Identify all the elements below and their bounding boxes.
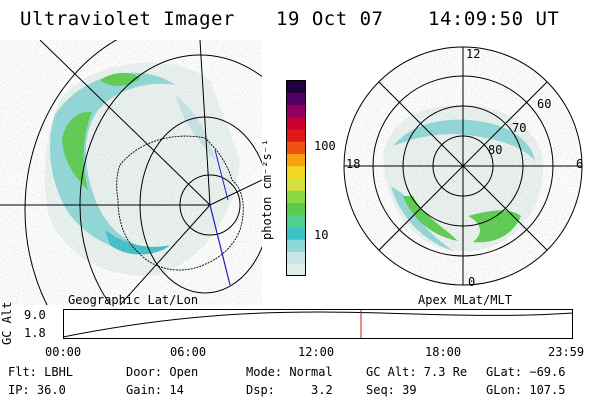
altitude-curve — [63, 311, 573, 338]
mlat-label-70: 70 — [512, 121, 527, 135]
altitude-timeline-plot — [63, 309, 573, 339]
colorbar-segment — [286, 153, 306, 167]
polar-grid — [343, 46, 583, 286]
mlt-label-18: 18 — [346, 157, 361, 171]
mlt-label-12: 12 — [466, 47, 481, 61]
observation-time: 14:09:50 UT — [428, 8, 560, 30]
status-mode: Mode: Normal — [246, 365, 333, 379]
colorbar-unit-label: photon cm⁻²s⁻¹ — [260, 138, 274, 240]
status-gain: Gain: 14 — [126, 383, 184, 397]
colorbar-segment — [286, 80, 306, 93]
graticule-lines — [0, 40, 262, 305]
geographic-panel-label: Geographic Lat/Lon — [68, 293, 199, 307]
colorbar-segment — [286, 251, 306, 265]
time-tick-1800: 18:00 — [425, 345, 462, 359]
colorbar-segment — [286, 178, 306, 191]
colorbar-segment — [286, 263, 306, 276]
polar-mlat-mlt-map — [343, 46, 583, 286]
colorbar-segment — [286, 214, 306, 228]
mlat-label-80: 80 — [488, 143, 503, 157]
coastline — [116, 135, 244, 271]
polar-panel-label: Apex MLat/MLT — [418, 293, 512, 307]
satellite-track — [209, 204, 231, 286]
time-tick-0000: 00:00 — [45, 345, 82, 359]
alt-plot-ylabel: GC Alt — [0, 301, 14, 345]
instrument-title: Ultraviolet Imager — [20, 8, 235, 30]
colorbar-tick-10: 10 — [314, 228, 329, 242]
mlat-label-60: 60 — [537, 97, 552, 111]
time-tick-1200: 12:00 — [298, 345, 335, 359]
intensity-colorbar — [286, 80, 306, 276]
observation-date: 19 Oct 07 — [276, 8, 384, 30]
colorbar-frame — [286, 80, 306, 276]
alt-ytick-1-8: 1.8 — [24, 326, 46, 340]
status-ip: IP: 36.0 — [8, 383, 66, 397]
time-tick-0600: 06:00 — [170, 345, 207, 359]
colorbar-segment — [286, 104, 306, 118]
colorbar-segment — [286, 227, 306, 240]
colorbar-segment — [286, 202, 306, 216]
status-glat: GLat: −69.6 — [486, 365, 566, 379]
status-filter: Flt: LBHL — [8, 365, 74, 379]
colorbar-segment — [286, 129, 306, 142]
geographic-map — [0, 40, 262, 305]
satellite-track-2 — [214, 149, 229, 201]
colorbar-segment — [286, 141, 306, 154]
status-gc-alt: GC Alt: 7.3 Re — [366, 365, 468, 379]
colorbar-segment — [286, 190, 306, 203]
colorbar-segment — [286, 116, 306, 130]
status-glon: GLon: 107.5 — [486, 383, 566, 397]
colorbar-segment — [286, 165, 306, 179]
colorbar-tick-100: 100 — [314, 139, 336, 153]
time-tick-2359: 23:59 — [548, 345, 585, 359]
alt-ytick-9: 9.0 — [24, 308, 46, 322]
colorbar-segment — [286, 239, 306, 252]
mlt-label-0: 0 — [468, 275, 476, 289]
status-door: Door: Open — [126, 365, 199, 379]
colorbar-segment — [286, 92, 306, 105]
mlt-label-6: 6 — [576, 157, 584, 171]
status-seq: Seq: 39 — [366, 383, 417, 397]
status-dsp: Dsp: 3.2 — [246, 383, 333, 397]
